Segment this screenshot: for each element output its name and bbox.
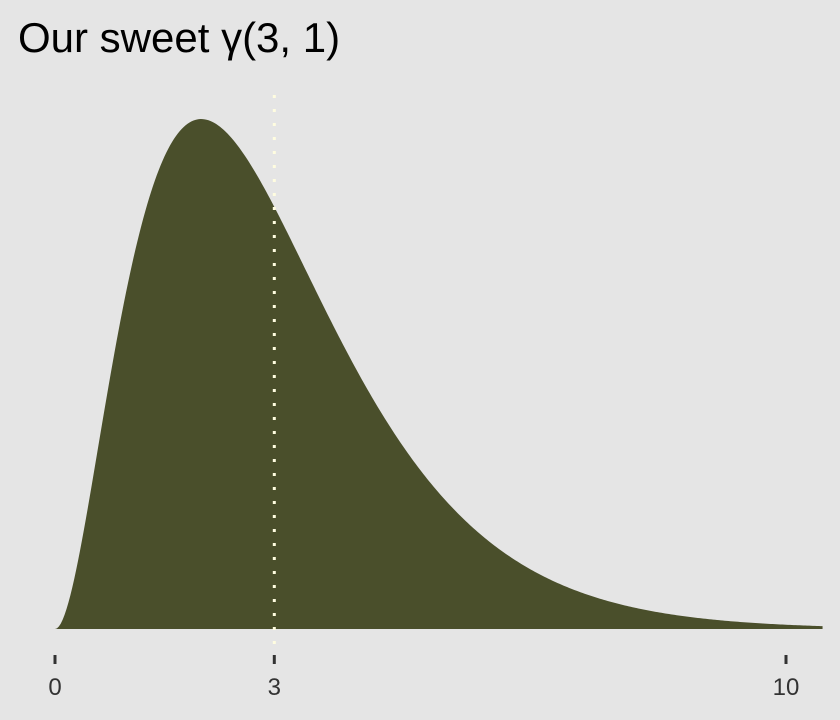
x-tick-label: 0 <box>48 674 61 701</box>
density-area <box>55 119 823 629</box>
x-tick-label: 3 <box>268 674 281 701</box>
x-tick-label: 10 <box>773 674 800 701</box>
chart-title: Our sweet γ(3, 1) <box>18 14 341 61</box>
